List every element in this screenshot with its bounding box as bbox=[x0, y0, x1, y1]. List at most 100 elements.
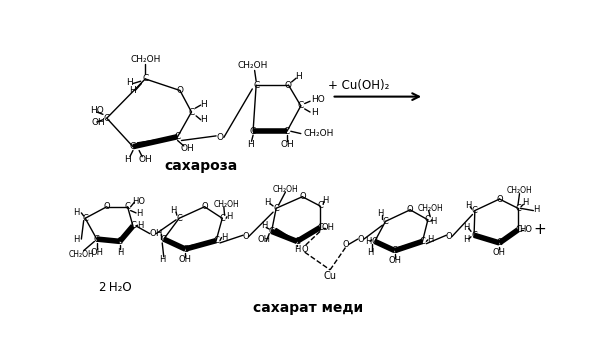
Text: O: O bbox=[285, 80, 292, 90]
Text: CH₂OH: CH₂OH bbox=[272, 184, 299, 194]
Text: C: C bbox=[372, 237, 378, 246]
Text: O: O bbox=[407, 205, 413, 214]
Text: H: H bbox=[430, 217, 437, 226]
Text: C: C bbox=[130, 221, 136, 230]
Text: HO: HO bbox=[133, 197, 146, 206]
Text: H: H bbox=[136, 209, 142, 218]
Text: H: H bbox=[226, 212, 232, 221]
Text: OH: OH bbox=[493, 248, 506, 257]
Text: OH: OH bbox=[90, 248, 103, 257]
Text: O: O bbox=[445, 232, 452, 241]
Text: C: C bbox=[250, 127, 256, 136]
Text: H: H bbox=[199, 100, 206, 109]
Text: H: H bbox=[367, 248, 373, 257]
Text: CH₂OH: CH₂OH bbox=[506, 186, 533, 195]
Text: H: H bbox=[159, 255, 165, 265]
Text: H: H bbox=[365, 237, 371, 246]
Text: O: O bbox=[201, 202, 208, 211]
Text: C: C bbox=[188, 108, 195, 116]
Text: H: H bbox=[117, 248, 123, 257]
Text: сахароза: сахароза bbox=[164, 159, 237, 173]
Text: C: C bbox=[317, 201, 323, 210]
Text: OH: OH bbox=[139, 155, 152, 164]
Text: C: C bbox=[176, 214, 182, 223]
Text: O: O bbox=[342, 240, 349, 249]
Text: HO: HO bbox=[519, 225, 532, 234]
Text: H: H bbox=[199, 115, 206, 124]
Text: CH₂OH: CH₂OH bbox=[69, 250, 94, 259]
Text: C: C bbox=[497, 239, 502, 247]
Text: H: H bbox=[295, 72, 302, 81]
Polygon shape bbox=[275, 229, 297, 241]
Text: C: C bbox=[294, 237, 300, 246]
Text: OH: OH bbox=[91, 118, 105, 127]
Polygon shape bbox=[137, 137, 178, 146]
Text: H: H bbox=[261, 221, 267, 230]
Text: C: C bbox=[161, 235, 167, 244]
Text: C: C bbox=[117, 237, 123, 246]
Text: HO: HO bbox=[311, 95, 325, 104]
Text: CH₂OH: CH₂OH bbox=[238, 61, 268, 70]
Text: C: C bbox=[317, 223, 323, 232]
Text: C: C bbox=[103, 114, 110, 123]
Text: C: C bbox=[382, 217, 389, 226]
Text: O: O bbox=[302, 245, 308, 253]
Text: CH₂OH: CH₂OH bbox=[303, 129, 334, 138]
Text: H: H bbox=[465, 201, 471, 210]
Text: H: H bbox=[74, 208, 80, 216]
Text: C: C bbox=[125, 202, 131, 211]
Text: сахарат меди: сахарат меди bbox=[254, 302, 364, 315]
Text: CH₂OH: CH₂OH bbox=[213, 200, 239, 209]
Text: H: H bbox=[377, 209, 383, 218]
Text: O: O bbox=[103, 202, 110, 211]
Text: O: O bbox=[299, 192, 306, 201]
Text: H: H bbox=[264, 198, 271, 206]
Text: C: C bbox=[273, 204, 279, 213]
Text: C: C bbox=[515, 204, 521, 213]
Text: H: H bbox=[74, 235, 80, 244]
Text: Cu: Cu bbox=[323, 271, 337, 281]
Text: C: C bbox=[298, 101, 304, 110]
Text: C: C bbox=[94, 235, 100, 244]
Text: O: O bbox=[496, 194, 503, 204]
Text: OH: OH bbox=[257, 235, 271, 244]
Text: C: C bbox=[174, 132, 181, 141]
Polygon shape bbox=[189, 241, 216, 249]
Text: HO: HO bbox=[90, 106, 103, 115]
Text: H: H bbox=[522, 198, 529, 208]
Text: OH: OH bbox=[181, 145, 195, 153]
Text: H: H bbox=[294, 245, 300, 253]
Text: C: C bbox=[219, 214, 225, 223]
Text: OH: OH bbox=[280, 140, 294, 149]
Text: C: C bbox=[253, 80, 259, 90]
Text: C: C bbox=[82, 214, 88, 223]
Text: C: C bbox=[182, 245, 188, 253]
Text: C: C bbox=[213, 236, 219, 245]
Text: H: H bbox=[130, 86, 136, 95]
Text: H: H bbox=[311, 108, 319, 116]
Text: O: O bbox=[176, 86, 184, 95]
Text: H: H bbox=[463, 223, 469, 232]
Text: C: C bbox=[284, 127, 290, 136]
Text: H: H bbox=[137, 221, 144, 230]
Text: C: C bbox=[425, 215, 431, 224]
Text: OH: OH bbox=[389, 256, 401, 265]
Text: C: C bbox=[515, 225, 521, 234]
Text: H: H bbox=[427, 235, 434, 244]
Text: C: C bbox=[130, 142, 136, 151]
Text: H: H bbox=[322, 196, 329, 205]
Polygon shape bbox=[398, 241, 423, 251]
Text: O: O bbox=[150, 229, 156, 238]
Text: C: C bbox=[471, 231, 477, 240]
Text: H: H bbox=[124, 155, 131, 164]
Text: H: H bbox=[221, 233, 227, 242]
Text: H: H bbox=[463, 235, 469, 244]
Text: O: O bbox=[216, 133, 224, 142]
Text: H: H bbox=[155, 229, 162, 238]
Text: H: H bbox=[171, 206, 177, 215]
Text: H: H bbox=[126, 78, 133, 87]
Text: O: O bbox=[358, 235, 364, 244]
Text: C: C bbox=[142, 74, 148, 83]
Text: +: + bbox=[533, 221, 546, 236]
Text: H: H bbox=[533, 205, 540, 214]
